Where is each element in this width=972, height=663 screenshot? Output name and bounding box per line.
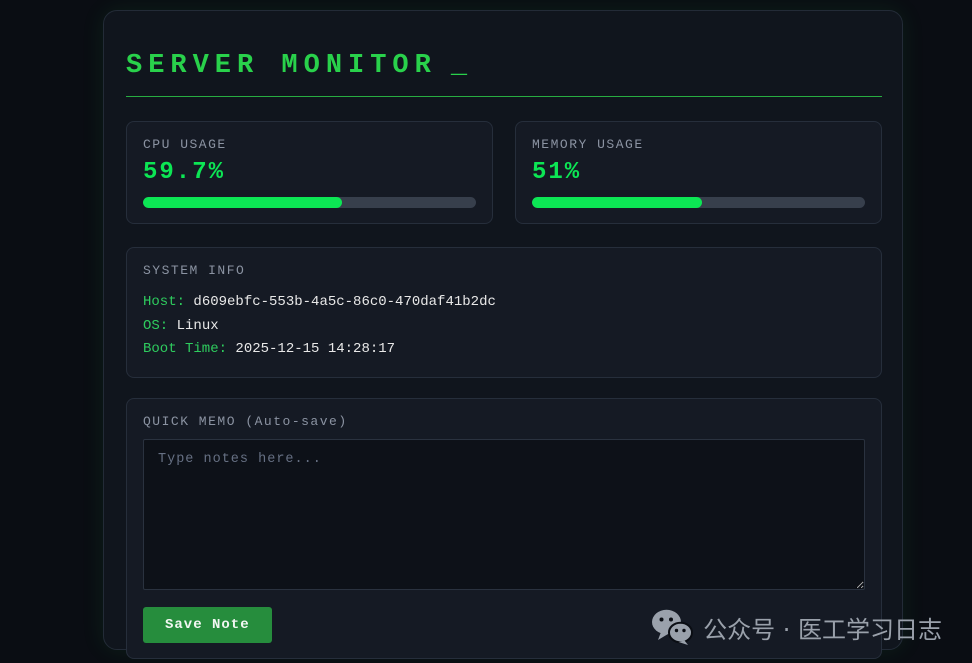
boot-time-key: Boot Time: [143, 341, 228, 358]
quick-memo-card: QUICK MEMO (Auto-save) Save Note [126, 397, 882, 659]
header: SERVER MONITOR _ [126, 51, 882, 98]
memory-usage-label: MEMORY USAGE [532, 137, 644, 153]
os-value: Linux [176, 317, 219, 334]
terminal-cursor: _ [450, 51, 474, 81]
quick-memo-label: QUICK MEMO (Auto-save) [143, 413, 348, 429]
system-info-row-host: Host: d609ebfc-553b-4a5c-86c0-470daf41b2… [143, 291, 865, 315]
page-title: SERVER MONITOR _ [126, 51, 882, 82]
system-info-label: SYSTEM INFO [143, 263, 246, 279]
stats-row: CPU USAGE 59.7% MEMORY USAGE 51% [126, 121, 882, 225]
page-title-text: SERVER MONITOR [126, 51, 437, 81]
memory-usage-card: MEMORY USAGE 51% [515, 121, 882, 225]
system-info-row-boot-time: Boot Time: 2025-12-15 14:28:17 [143, 338, 865, 362]
save-note-button[interactable]: Save Note [143, 606, 272, 643]
server-monitor-panel: SERVER MONITOR _ CPU USAGE 59.7% MEMORY U… [103, 10, 903, 659]
cpu-usage-card: CPU USAGE 59.7% [126, 121, 493, 225]
host-key: Host: [143, 294, 186, 311]
memory-progress-fill [532, 197, 702, 209]
host-value: d609ebfc-553b-4a5c-86c0-470daf41b2dc [193, 294, 496, 311]
boot-time-value: 2025-12-15 14:28:17 [235, 341, 396, 358]
system-info-card: SYSTEM INFO Host: d609ebfc-553b-4a5c-86c… [126, 247, 882, 378]
memory-usage-value: 51% [532, 159, 582, 187]
system-info-row-os: OS: Linux [143, 315, 865, 339]
cpu-usage-value: 59.7% [143, 159, 226, 187]
cpu-progress-track [143, 197, 476, 209]
cpu-progress-fill [143, 197, 342, 209]
cpu-usage-label: CPU USAGE [143, 137, 227, 153]
system-info-rows: Host: d609ebfc-553b-4a5c-86c0-470daf41b2… [143, 291, 865, 362]
memo-textarea[interactable] [143, 438, 865, 590]
os-key: OS: [143, 317, 169, 334]
memory-progress-track [532, 197, 865, 209]
